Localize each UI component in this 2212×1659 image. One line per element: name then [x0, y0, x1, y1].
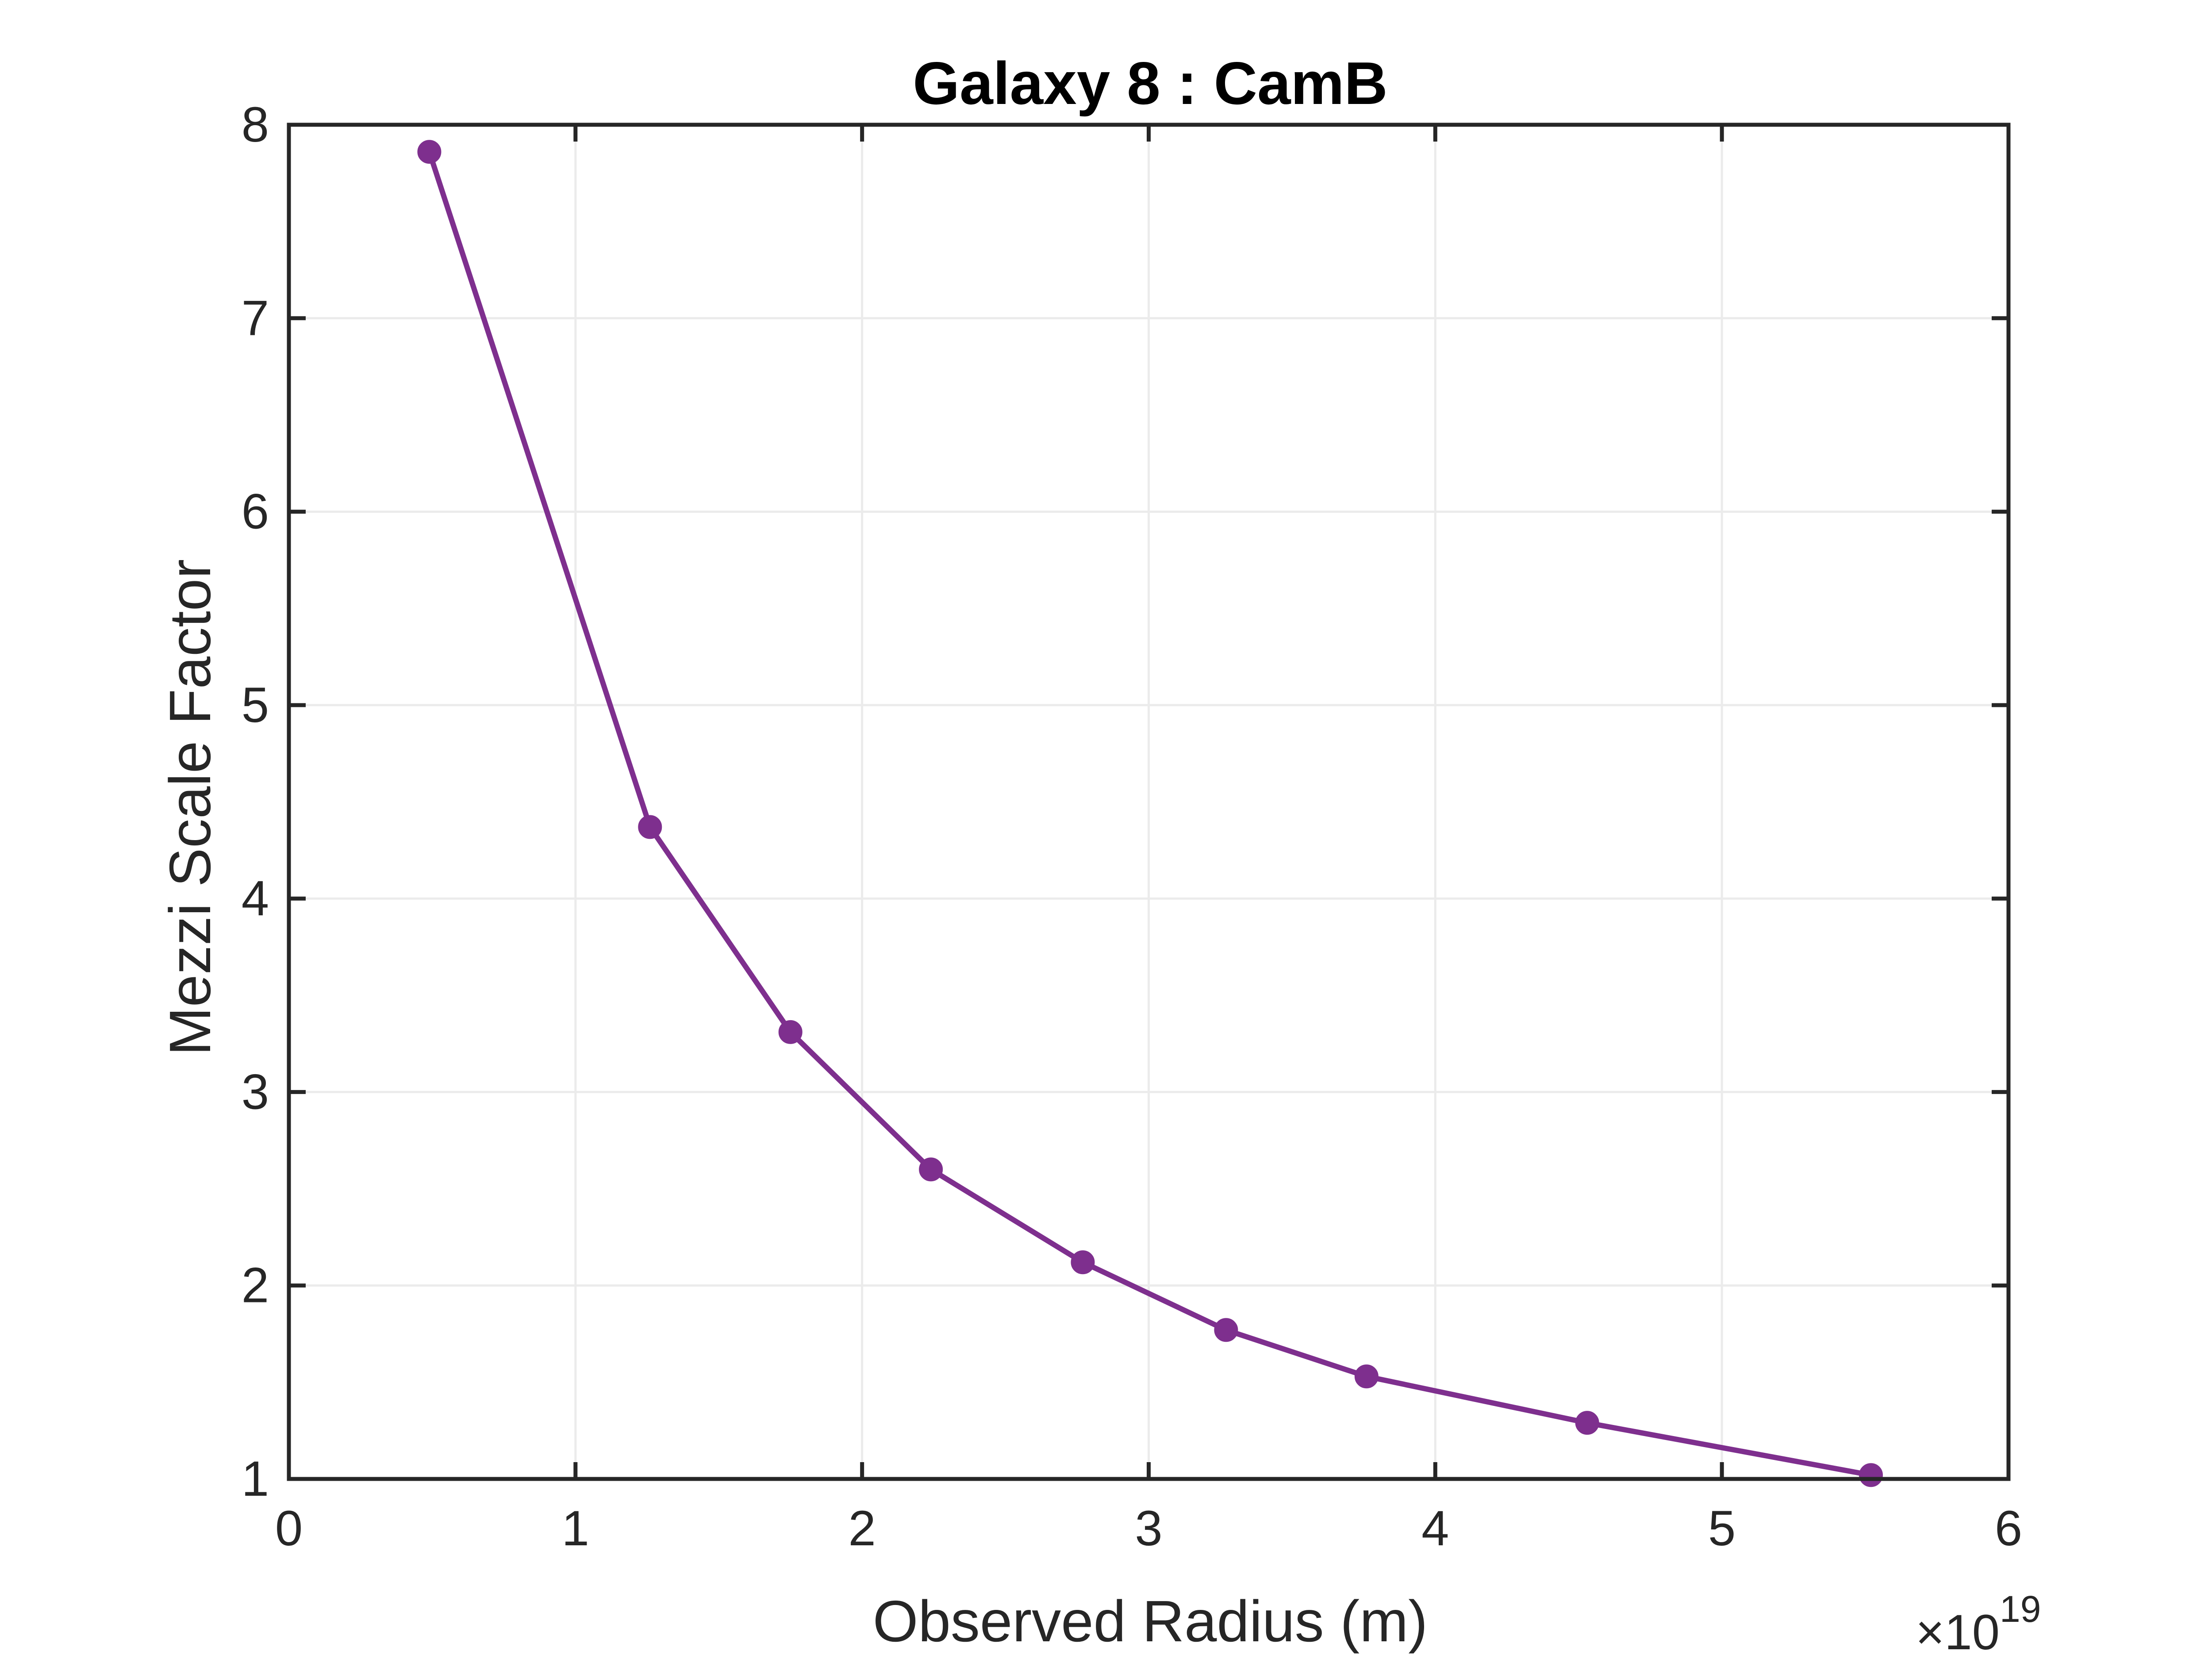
y-tick-label: 3: [242, 1064, 269, 1119]
x-tick-label: 6: [1995, 1501, 2022, 1556]
tick-marks: [287, 123, 2011, 1481]
y-tick-label: 7: [242, 290, 269, 346]
y-tick-label: 2: [242, 1258, 269, 1313]
data-point: [1354, 1364, 1379, 1389]
x-tick-label: 2: [849, 1501, 876, 1556]
x-exponent-prefix: ×: [1916, 1605, 1944, 1659]
x-tick-label: 4: [1421, 1501, 1449, 1556]
x-exponent-power: 19: [2000, 1588, 2041, 1630]
x-tick-labels: 0 1 2 3 4 5 6: [275, 1501, 2022, 1556]
data-point: [417, 140, 442, 164]
data-point: [1575, 1411, 1599, 1435]
data-point: [638, 815, 662, 839]
x-exponent-label: ×1019: [1916, 1588, 2041, 1659]
chart-title: Galaxy 8 : CamB: [913, 50, 1387, 117]
data-point: [1859, 1463, 1883, 1487]
y-axis-label: Mezzi Scale Factor: [157, 559, 223, 1056]
x-axis-label: Observed Radius (m): [873, 1589, 1428, 1654]
series-layer: [417, 140, 1883, 1487]
y-tick-label: 1: [242, 1451, 269, 1506]
data-point: [919, 1157, 943, 1182]
y-tick-label: 5: [242, 677, 269, 733]
y-tick-label: 8: [242, 97, 269, 152]
x-tick-label: 3: [1135, 1501, 1162, 1556]
y-tick-label: 4: [242, 871, 269, 926]
x-tick-label: 5: [1708, 1501, 1736, 1556]
x-tick-label: 0: [275, 1501, 303, 1556]
x-exponent-base: 10: [1944, 1605, 2000, 1659]
data-point: [1071, 1250, 1095, 1275]
svg-text:×1019: ×1019: [1916, 1588, 2041, 1659]
data-point: [1214, 1318, 1238, 1342]
x-tick-label: 1: [562, 1501, 589, 1556]
y-tick-label: 6: [242, 484, 269, 539]
data-point: [778, 1020, 803, 1044]
y-tick-labels: 1 2 3 4 5 6 7 8: [242, 97, 269, 1506]
